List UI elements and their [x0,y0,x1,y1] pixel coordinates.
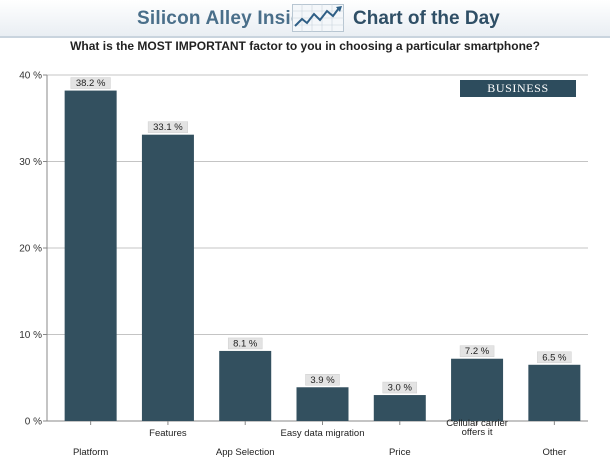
chart-title: What is the MOST IMPORTANT factor to you… [70,39,540,53]
data-label: 3.0 % [388,383,413,394]
data-label-bg [459,345,495,357]
bar [219,350,272,421]
bar [451,358,504,421]
x-tick-label: Price [389,447,411,458]
y-tick-label: 20 % [19,244,42,255]
section-title: Chart of the Day [353,8,500,29]
data-label: 7.2 % [465,346,490,357]
bar [528,364,581,421]
y-tick-label: 40 % [19,71,42,82]
x-tick-label: App Selection [216,447,275,458]
data-label: 6.5 % [542,352,567,363]
header-bar: Silicon Alley Insider Chart of the Day [0,0,610,38]
business-insider-logo: BUSINESS INSIDER [460,80,576,112]
data-label-bg [537,351,572,364]
data-label-bg [305,374,340,386]
data-label-bg [227,337,263,350]
x-tick-label: Features [149,428,187,439]
data-label-bg [382,381,418,394]
y-tick-label: 10 % [19,330,42,341]
data-label: 8.1 % [233,338,258,349]
data-label: 33.1 % [153,122,183,133]
x-tick-label: Other [542,447,566,458]
data-label: 38.2 % [76,78,106,89]
data-label-bg [147,121,188,133]
x-tick-label: Platform [73,447,108,458]
rising-line-chart-icon [292,4,344,32]
y-tick-label: 0 % [25,417,42,428]
bar [296,387,349,421]
bar [64,90,117,421]
data-label-bg [70,77,111,89]
bar [373,395,426,421]
y-tick-label: 30 % [19,157,42,168]
x-tick-label: Cellular carrier offers it [446,418,508,438]
data-label: 3.9 % [310,375,335,386]
x-tick-label: Easy data migration [281,428,365,439]
bar [141,134,194,421]
brand-title: Silicon Alley Insider [137,8,322,29]
